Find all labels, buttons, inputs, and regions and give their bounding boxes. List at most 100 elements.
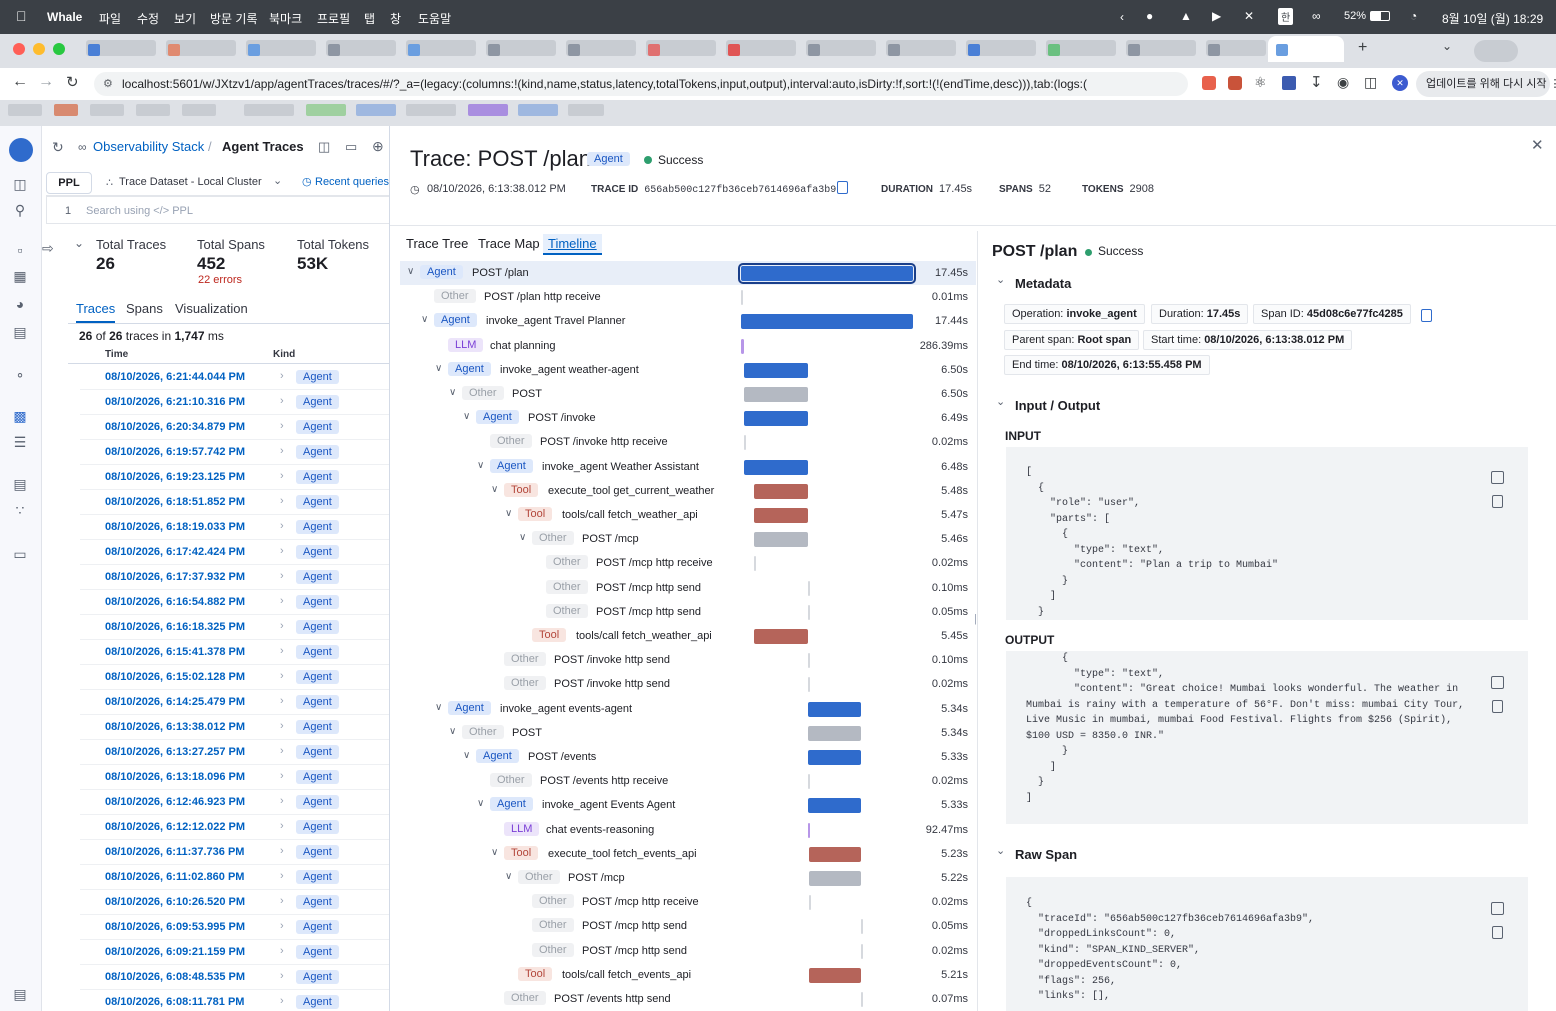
tab-trace-tree[interactable]: Trace Tree — [406, 236, 469, 251]
chevron-down-icon[interactable]: ⌄ — [996, 274, 1006, 286]
table-row[interactable]: 08/10/2026, 6:17:42.424 PM › Agent — [80, 540, 389, 565]
trace-time-link[interactable]: 08/10/2026, 6:09:21.159 PM — [105, 946, 246, 958]
whale-icon[interactable]: ✕ — [1392, 75, 1408, 91]
table-row[interactable]: 08/10/2026, 6:10:26.520 PM › Agent — [80, 890, 389, 915]
table-row[interactable]: 08/10/2026, 6:13:18.096 PM › Agent — [80, 765, 389, 790]
timeline-span-row[interactable]: Other POST /invoke http send 0.02ms — [400, 672, 976, 696]
chevron-right-icon[interactable]: › — [280, 770, 284, 782]
chevron-down-icon[interactable]: ⌄ — [273, 175, 283, 187]
chevron-down-icon[interactable]: ∨ — [505, 508, 513, 519]
timeline-span-row[interactable]: Other POST /invoke http send 0.10ms — [400, 648, 976, 672]
timeline-span-row[interactable]: Other POST /events http receive 0.02ms — [400, 769, 976, 793]
chevron-down-icon[interactable]: ∨ — [463, 411, 471, 423]
table-row[interactable]: 08/10/2026, 6:09:53.995 PM › Agent — [80, 915, 389, 940]
folder-icon[interactable]: ▭ — [345, 139, 358, 154]
menu-profile[interactable]: 프로필 — [317, 12, 351, 26]
browser-tab[interactable] — [86, 40, 156, 56]
timeline-span-row[interactable]: ∨ Other POST 6.50s — [400, 382, 976, 406]
timeline-span-row[interactable]: Other POST /mcp http send 0.05ms — [400, 914, 976, 938]
chart-icon[interactable]: ▤ — [13, 324, 27, 340]
table-row[interactable]: 08/10/2026, 6:13:38.012 PM › Agent — [80, 715, 389, 740]
chevron-right-icon[interactable]: › — [280, 670, 284, 682]
table-row[interactable]: 08/10/2026, 6:19:57.742 PM › Agent — [80, 440, 389, 465]
chevron-right-icon[interactable]: › — [280, 820, 284, 832]
site-info-icon[interactable]: ⚙ — [103, 78, 113, 90]
table-row[interactable]: 08/10/2026, 6:11:37.736 PM › Agent — [80, 840, 389, 865]
span-bar[interactable] — [808, 774, 811, 790]
raw-span-section-title[interactable]: Raw Span — [1015, 847, 1078, 862]
table-row[interactable]: 08/10/2026, 6:15:02.128 PM › Agent — [80, 665, 389, 690]
table-row[interactable]: 08/10/2026, 6:14:25.479 PM › Agent — [80, 690, 389, 715]
dataset-selector[interactable]: Trace Dataset - Local Cluster — [119, 176, 262, 188]
input-source-icon[interactable]: 한 — [1278, 8, 1294, 25]
query-editor[interactable]: 1 Search using </> PPL — [46, 196, 389, 224]
timeline-span-row[interactable]: ∨ Agent invoke_agent weather-agent 6.50s — [400, 358, 976, 382]
mute-icon[interactable]: ✕ — [1244, 9, 1255, 23]
timeline-span-row[interactable]: ∨ Tool execute_tool fetch_events_api 5.23s — [400, 842, 976, 866]
compass-icon[interactable]: ◕ — [15, 296, 25, 312]
browser-tab[interactable] — [806, 40, 876, 56]
trace-time-link[interactable]: 08/10/2026, 6:15:41.378 PM — [105, 646, 246, 658]
copy-icon[interactable] — [1421, 309, 1432, 322]
filter-icon[interactable]: ☰ — [13, 434, 27, 450]
tab-visualization[interactable]: Visualization — [175, 301, 248, 316]
history-icon[interactable]: ↻ — [52, 139, 64, 155]
tab-traces[interactable]: Traces — [76, 301, 116, 323]
save-icon[interactable]: ◫ — [318, 139, 331, 154]
table-row[interactable]: 08/10/2026, 6:16:54.882 PM › Agent — [80, 590, 389, 615]
breadcrumb-root[interactable]: Observability Stack — [93, 139, 205, 154]
chevron-down-icon[interactable]: ∨ — [519, 532, 527, 544]
apple-icon[interactable]:  — [16, 8, 27, 24]
menu-history[interactable]: 방문 기록 — [210, 12, 258, 26]
span-bar[interactable] — [743, 362, 809, 378]
timeline-span-row[interactable]: Other POST /mcp http receive 0.02ms — [400, 551, 976, 575]
chevron-down-icon[interactable]: ∨ — [477, 459, 485, 471]
timeline-span-row[interactable]: Tool tools/call fetch_events_api 5.21s — [400, 963, 976, 987]
trace-time-link[interactable]: 08/10/2026, 6:11:02.860 PM — [105, 871, 245, 883]
trace-time-link[interactable]: 08/10/2026, 6:21:44.044 PM — [105, 371, 246, 383]
bookmark[interactable] — [406, 104, 456, 116]
table-row[interactable]: 08/10/2026, 6:11:02.860 PM › Agent — [80, 865, 389, 890]
chevron-right-icon[interactable]: › — [280, 520, 284, 532]
browser-tab[interactable] — [166, 40, 236, 56]
timeline-span-row[interactable]: ∨ Other POST /mcp 5.22s — [400, 866, 976, 890]
span-bar[interactable] — [808, 725, 861, 741]
bookmark[interactable] — [136, 104, 170, 116]
table-row[interactable]: 08/10/2026, 6:18:51.852 PM › Agent — [80, 490, 389, 515]
trace-time-link[interactable]: 08/10/2026, 6:10:26.520 PM — [105, 896, 246, 908]
query-language-button[interactable]: PPL — [46, 172, 92, 194]
table-row[interactable]: 08/10/2026, 6:21:10.316 PM › Agent — [80, 390, 389, 415]
browser-tab[interactable] — [486, 40, 556, 56]
chevron-down-icon[interactable]: ∨ — [435, 701, 443, 713]
chevron-right-icon[interactable]: › — [280, 695, 284, 707]
chevron-down-icon[interactable]: ∨ — [435, 362, 443, 374]
timeline-span-row[interactable]: ∨ Agent POST /invoke 6.49s — [400, 406, 976, 430]
timeline-span-row[interactable]: ∨ Agent invoke_agent Events Agent 5.33s — [400, 793, 976, 817]
timeline-span-row[interactable]: Other POST /mcp http receive 0.02ms — [400, 890, 976, 914]
menu-edit[interactable]: 수정 — [137, 12, 160, 26]
trace-time-link[interactable]: 08/10/2026, 6:19:23.125 PM — [105, 471, 246, 483]
table-row[interactable]: 08/10/2026, 6:18:19.033 PM › Agent — [80, 515, 389, 540]
status-icon[interactable]: ● — [1146, 9, 1154, 23]
span-bar[interactable] — [753, 483, 808, 499]
collapse-icon[interactable]: ⇨ — [42, 240, 54, 256]
trace-time-link[interactable]: 08/10/2026, 6:15:02.128 PM — [105, 671, 246, 683]
span-bar[interactable] — [741, 290, 743, 306]
span-bar[interactable] — [808, 750, 861, 765]
table-row[interactable]: 08/10/2026, 6:12:12.022 PM › Agent — [80, 815, 389, 840]
chevron-down-icon[interactable]: ∨ — [491, 846, 499, 858]
recent-queries-link[interactable]: Recent queries — [315, 176, 389, 188]
puzzle-icon[interactable]: ⚛ — [1254, 74, 1267, 90]
copy-icon[interactable] — [837, 181, 848, 194]
span-bar[interactable] — [741, 338, 744, 354]
timeline-span-row[interactable]: ∨ Agent invoke_agent Weather Assistant 6.48… — [400, 455, 976, 479]
status-icon-2[interactable]: ▲ — [1180, 9, 1192, 23]
panel-icon[interactable]: ◫ — [13, 176, 27, 192]
chevron-right-icon[interactable]: › — [280, 870, 284, 882]
timeline-span-row[interactable]: LLM chat events-reasoning 92.47ms — [400, 818, 976, 842]
download-icon[interactable]: ↧ — [1310, 74, 1323, 91]
span-bar[interactable] — [743, 387, 809, 402]
timeline-span-row[interactable]: Other POST /invoke http receive 0.02ms — [400, 430, 976, 454]
chevron-down-icon[interactable]: ∨ — [477, 798, 485, 810]
trace-time-link[interactable]: 08/10/2026, 6:21:10.316 PM — [105, 396, 246, 408]
